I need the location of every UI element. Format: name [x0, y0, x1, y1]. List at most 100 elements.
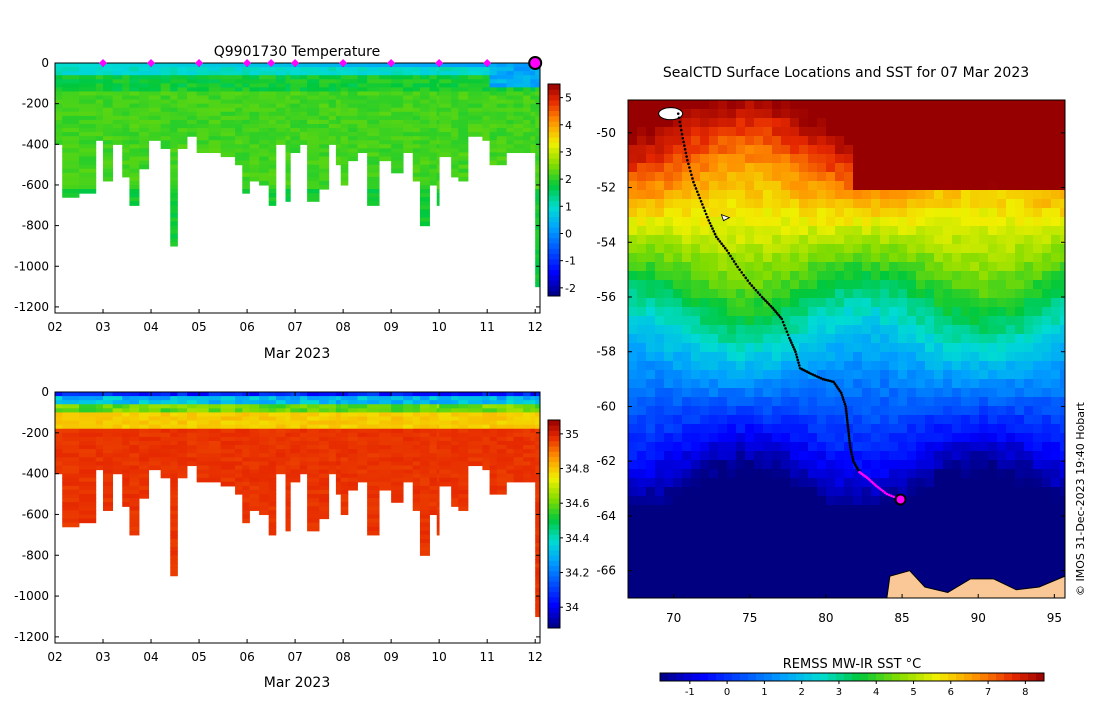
salinity-cell — [319, 449, 329, 454]
sst-cell — [889, 262, 898, 271]
temperature-cell — [300, 124, 308, 129]
salinity-cell — [341, 502, 349, 507]
salinity-cell — [242, 470, 250, 475]
temperature-cell — [221, 128, 236, 133]
salinity-cell — [437, 514, 440, 519]
temperature-cell — [437, 189, 440, 194]
sst-cell — [907, 424, 916, 433]
salinity-cell — [269, 457, 277, 462]
salinity-cell — [170, 478, 178, 483]
temperature-cell — [129, 108, 139, 113]
salinity-cell — [122, 490, 130, 495]
salinity-cell — [285, 498, 290, 503]
salinity-cell — [55, 457, 63, 462]
salinity-cell — [161, 421, 171, 426]
sst-cell — [745, 136, 754, 145]
temperature-cell — [221, 67, 236, 72]
salinity-cell — [482, 453, 490, 458]
colorbar-segment — [548, 534, 560, 540]
salinity-cell — [96, 457, 104, 462]
salinity-cell — [458, 461, 468, 466]
temperature-cell — [103, 120, 113, 125]
sst-cell — [718, 262, 727, 271]
salinity-cell — [358, 400, 368, 405]
salinity-cell — [129, 523, 139, 528]
sst-cell — [853, 199, 862, 208]
sst-cell — [889, 406, 898, 415]
salinity-cell — [358, 433, 368, 438]
salinity-cell — [79, 490, 96, 495]
sst-cell — [844, 172, 853, 181]
sst-cell — [961, 118, 970, 127]
salinity-cell — [103, 425, 113, 430]
sst-cell — [997, 352, 1006, 361]
salinity-cell — [285, 478, 290, 483]
salinity-cell — [259, 482, 269, 487]
sst-cell — [700, 406, 709, 415]
sst-cell — [835, 424, 844, 433]
temperature-cell — [259, 152, 269, 157]
salinity-cell — [451, 461, 459, 466]
temperature-cell — [514, 148, 524, 153]
sst-cell — [889, 325, 898, 334]
y-tick-label: -600 — [22, 507, 49, 521]
salinity-cell — [514, 429, 524, 434]
sst-cell — [673, 244, 682, 253]
salinity-cell — [62, 498, 79, 503]
salinity-cell — [129, 441, 139, 446]
temperature-cell — [468, 75, 483, 80]
sst-cell — [790, 406, 799, 415]
salinity-cell — [530, 470, 535, 475]
salinity-cell — [403, 416, 413, 421]
temperature-cell — [391, 120, 403, 125]
sst-cell — [853, 190, 862, 199]
x-tick-label: 11 — [480, 650, 495, 664]
sst-cell — [925, 307, 934, 316]
sst-cell — [664, 352, 673, 361]
salinity-cell — [170, 563, 178, 568]
sst-cell — [682, 433, 691, 442]
salinity-cell — [341, 478, 349, 483]
salinity-cell — [458, 453, 468, 458]
temperature-cell — [113, 83, 123, 88]
sst-cell — [691, 145, 700, 154]
sst-cell — [664, 226, 673, 235]
sst-cell — [853, 388, 862, 397]
temperature-cell — [300, 108, 308, 113]
temperature-cell — [403, 112, 413, 117]
salinity-cell — [358, 478, 368, 483]
salinity-cell — [490, 457, 498, 462]
salinity-cell — [62, 392, 79, 397]
temperature-cell — [276, 112, 286, 117]
salinity-cell — [341, 486, 349, 491]
sst-cell — [637, 244, 646, 253]
temperature-cell — [348, 132, 358, 137]
sst-cell — [745, 424, 754, 433]
sst-cell — [1006, 136, 1015, 145]
salinity-cell — [269, 425, 277, 430]
sst-cell — [799, 181, 808, 190]
sst-cell — [1024, 433, 1033, 442]
temperature-cell — [113, 91, 123, 96]
sst-cell — [835, 316, 844, 325]
salinity-cell — [276, 392, 286, 397]
salinity-cell — [249, 408, 259, 413]
temperature-cell — [209, 71, 221, 76]
salinity-cell — [259, 449, 269, 454]
temperature-cell — [506, 132, 514, 137]
sst-cell — [736, 217, 745, 226]
salinity-cell — [197, 470, 209, 475]
temperature-cell — [367, 177, 379, 182]
sst-cell — [1042, 424, 1051, 433]
salinity-cell — [379, 449, 391, 454]
salinity-cell — [276, 457, 286, 462]
sst-cell — [709, 271, 718, 280]
salinity-cell — [530, 412, 535, 417]
sst-cell — [934, 136, 943, 145]
salinity-cell — [139, 416, 149, 421]
salinity-cell — [197, 416, 209, 421]
sst-cell — [646, 163, 655, 172]
sst-cell — [826, 388, 835, 397]
salinity-cell — [242, 425, 250, 430]
